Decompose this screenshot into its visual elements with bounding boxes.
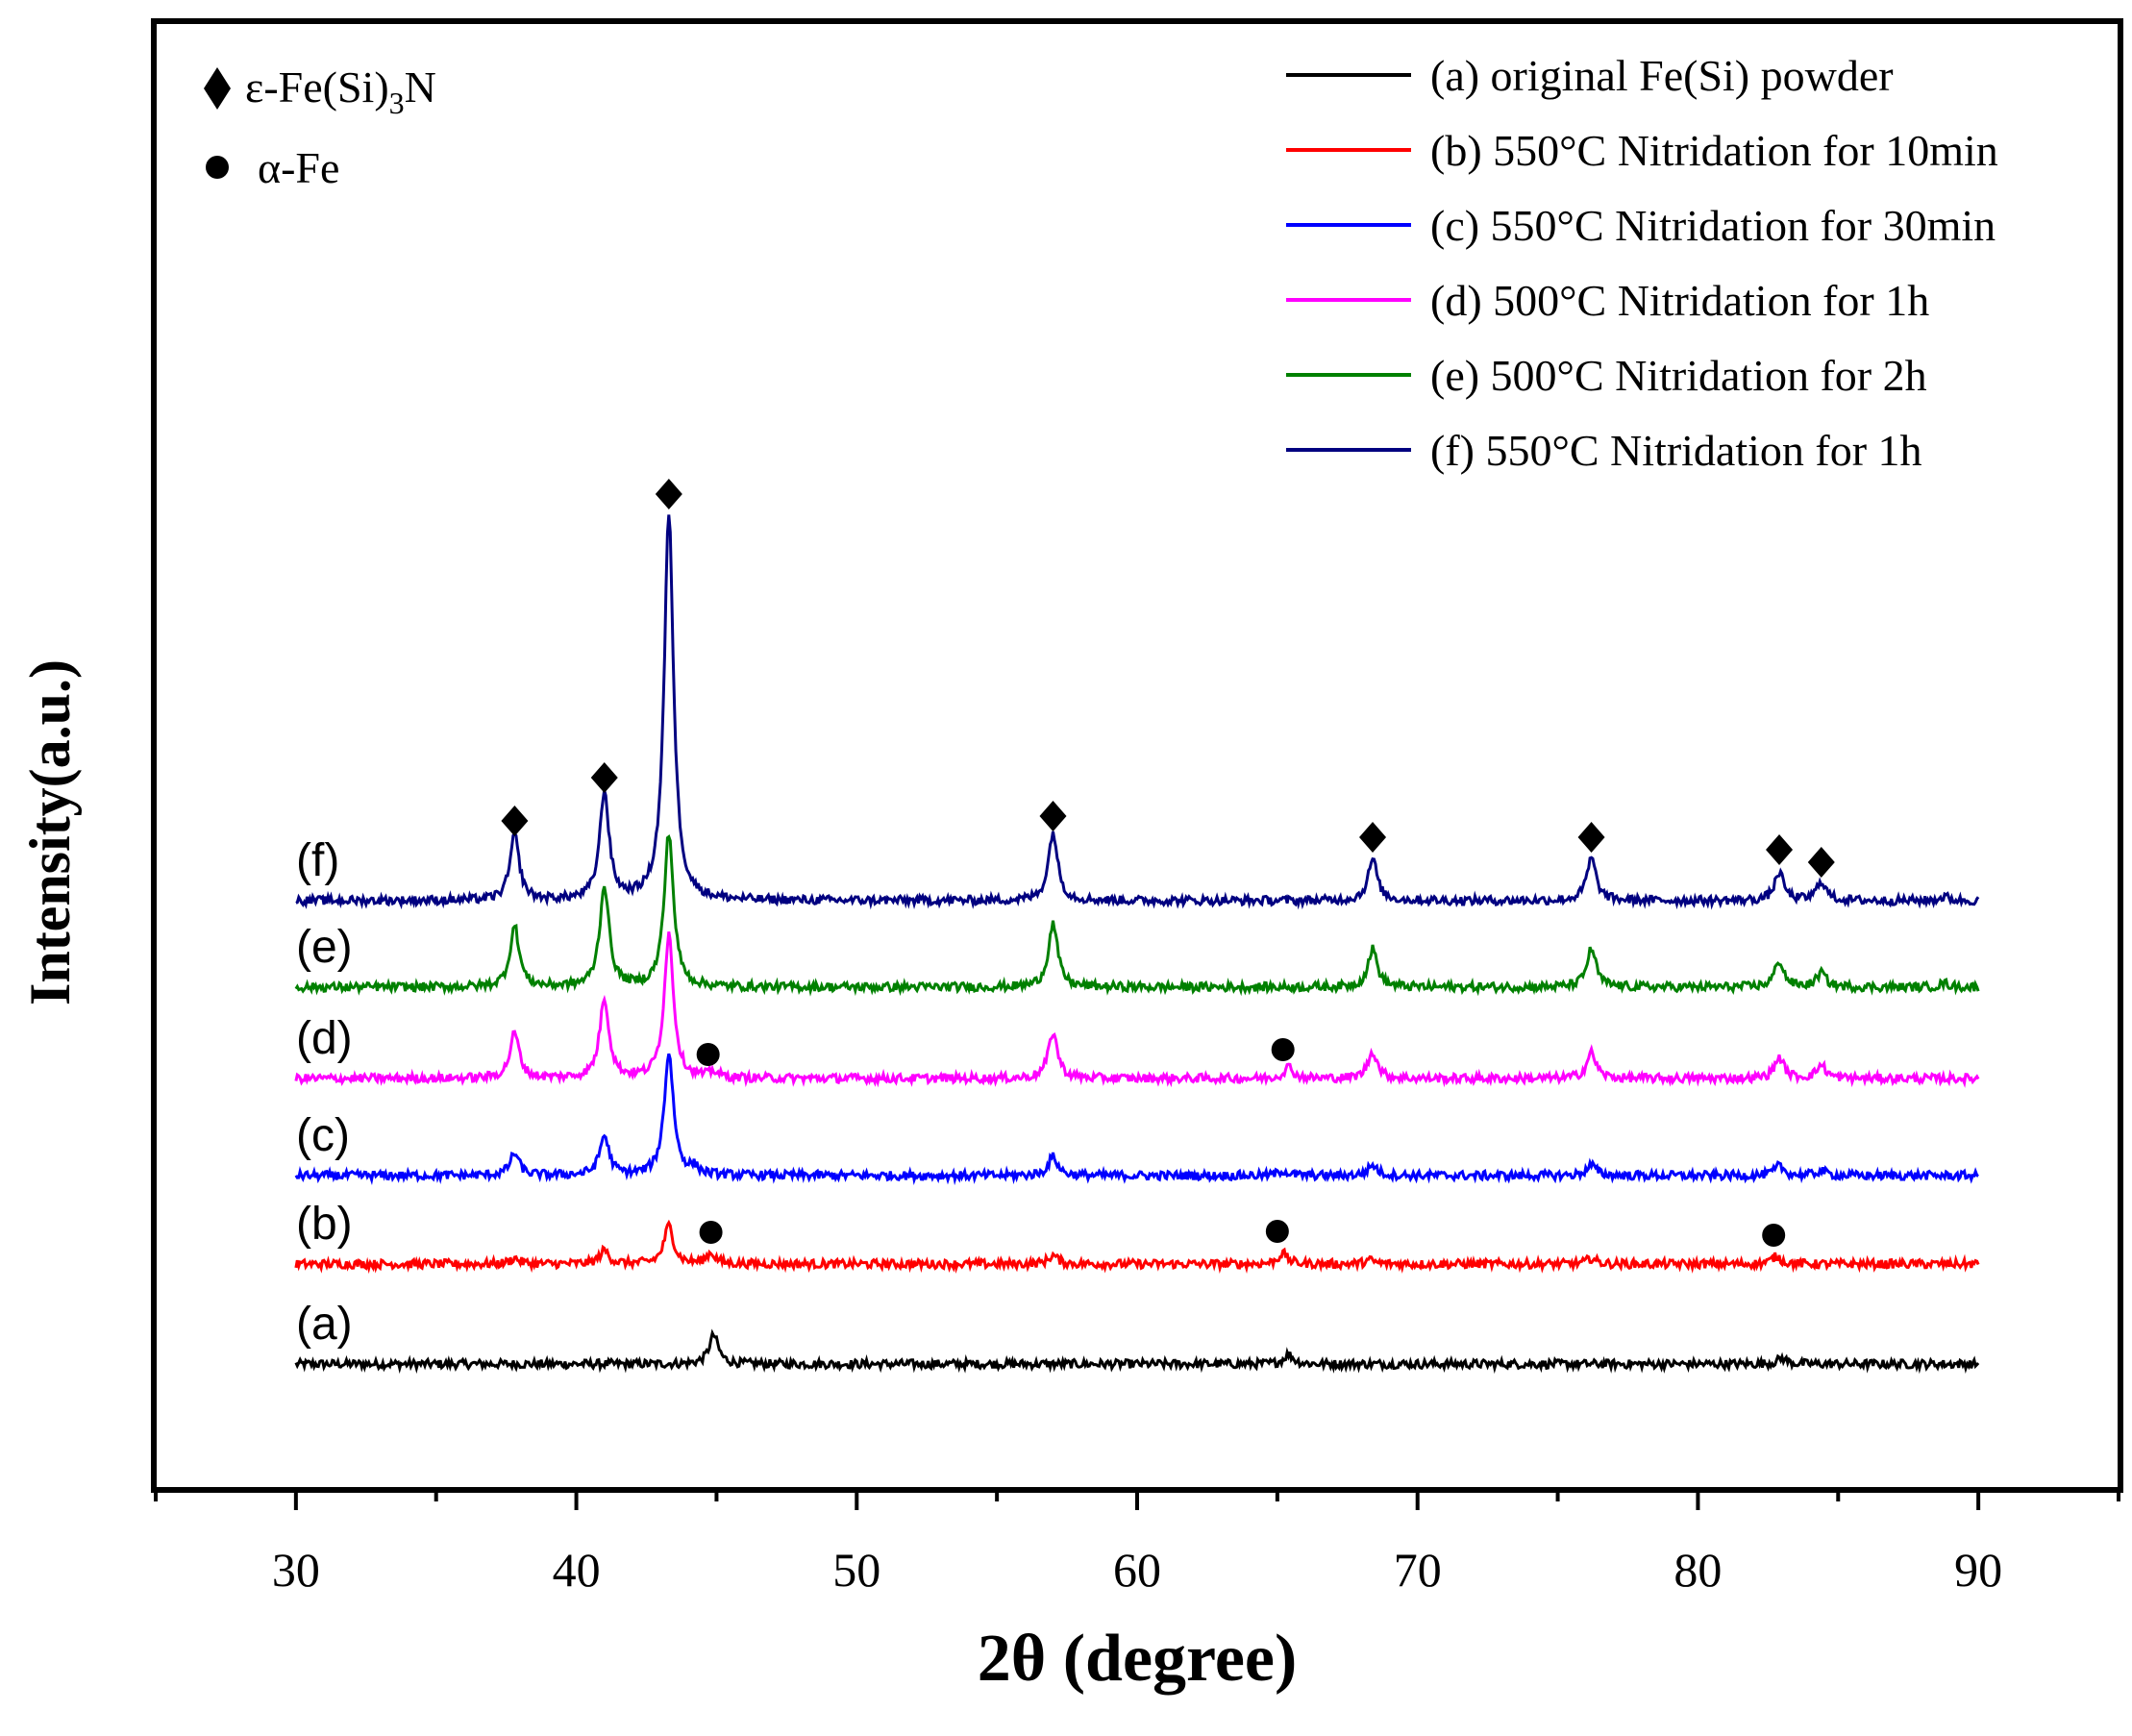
x-axis-tick-labels: 30 40 50 60 70 80 90 xyxy=(272,1543,2002,1597)
series-line-a xyxy=(294,1328,1980,1375)
diamond-marker-icon xyxy=(501,806,529,836)
phase-legend: ε-Fe(Si)3N α-Fe xyxy=(204,62,436,192)
x-axis-label: 2θ (degree) xyxy=(978,1622,1298,1696)
series-label-a: (a) xyxy=(296,1299,353,1350)
circle-marker-icon xyxy=(1762,1224,1786,1247)
phase-legend-diamond-icon xyxy=(204,67,231,110)
x-tick-label: 40 xyxy=(553,1543,601,1597)
phase-markers xyxy=(501,479,1835,1247)
x-tick-label: 80 xyxy=(1673,1543,1722,1597)
circle-marker-icon xyxy=(1271,1038,1295,1061)
diamond-marker-icon xyxy=(1039,801,1067,831)
legend-label-b: (b) 550°C Nitridation for 10min xyxy=(1430,126,1998,175)
series-label-e: (e) xyxy=(296,922,353,973)
legend-label-a: (a) original Fe(Si) powder xyxy=(1430,51,1894,100)
series-curves xyxy=(294,514,1980,1375)
diamond-marker-icon xyxy=(1577,822,1605,853)
diamond-marker-icon xyxy=(1359,822,1387,853)
x-tick-label: 90 xyxy=(1954,1543,2002,1597)
legend-label-d: (d) 500°C Nitridation for 1h xyxy=(1430,276,1929,325)
series-label-d: (d) xyxy=(296,1013,353,1064)
series-line-c xyxy=(294,1053,1979,1186)
x-tick-label: 60 xyxy=(1113,1543,1161,1597)
circle-marker-icon xyxy=(699,1221,723,1244)
x-axis-ticks xyxy=(154,1487,2120,1510)
phase-legend-label-nitride: ε-Fe(Si)3N xyxy=(245,62,436,120)
series-line-e xyxy=(294,834,1980,997)
phase-legend-label-alpha-fe: α-Fe xyxy=(258,143,339,192)
series-label-f: (f) xyxy=(296,835,339,886)
legend-label-c: (c) 550°C Nitridation for 30min xyxy=(1430,201,1996,250)
circle-marker-icon xyxy=(1265,1220,1289,1243)
legend-label-f: (f) 550°C Nitridation for 1h xyxy=(1430,426,1922,475)
series-label-b: (b) xyxy=(296,1199,353,1250)
series-line-d xyxy=(294,931,1980,1088)
x-tick-label: 50 xyxy=(832,1543,880,1597)
legend-label-e: (e) 500°C Nitridation for 2h xyxy=(1430,351,1927,400)
diamond-marker-icon xyxy=(590,762,618,793)
phase-legend-circle-icon xyxy=(206,156,229,179)
diamond-marker-icon xyxy=(655,479,682,509)
x-tick-label: 30 xyxy=(272,1543,320,1597)
diamond-marker-icon xyxy=(1807,847,1835,878)
series-line-f xyxy=(295,514,1980,910)
y-axis-label: Intensity(a.u.) xyxy=(18,659,82,1005)
series-labels: (a) (b) (c) (d) (e) (f) xyxy=(296,835,353,1350)
circle-marker-icon xyxy=(696,1043,720,1066)
series-label-c: (c) xyxy=(296,1110,350,1161)
series-legend: (a) original Fe(Si) powder (b) 550°C Nitr… xyxy=(1286,51,1998,475)
x-tick-label: 70 xyxy=(1394,1543,1442,1597)
series-line-b xyxy=(294,1219,1980,1275)
diamond-marker-icon xyxy=(1766,834,1794,865)
